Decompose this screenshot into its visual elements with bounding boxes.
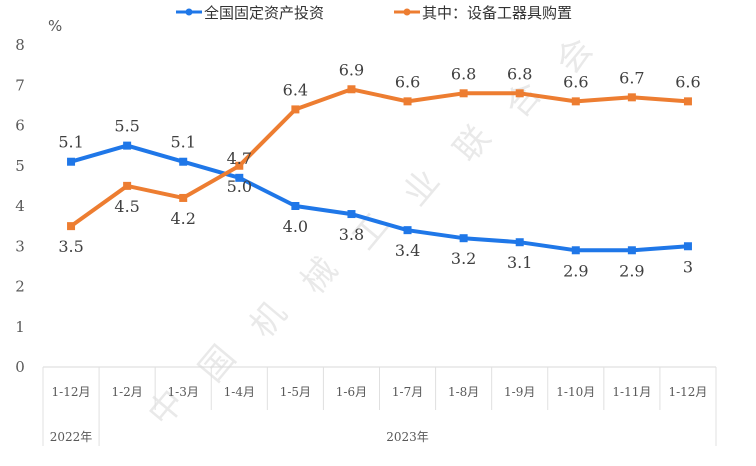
data-point xyxy=(571,246,580,255)
x-tick-label: 1-6月 xyxy=(336,385,367,399)
data-point xyxy=(291,105,300,114)
data-label: 5.5 xyxy=(114,117,139,136)
x-tick-label: 1-7月 xyxy=(392,385,423,399)
y-tick-label: 0 xyxy=(15,358,25,376)
x-group-label: 2023年 xyxy=(386,430,429,444)
data-point xyxy=(67,157,76,166)
data-point xyxy=(683,242,692,251)
x-tick-label: 1-9月 xyxy=(504,385,535,399)
legend-marker-2 xyxy=(403,8,411,16)
data-label: 2.9 xyxy=(619,261,644,280)
watermark-char: 国 xyxy=(191,338,243,390)
data-labels: 5.1 5.5 5.1 4.7 4.0 3.8 3.4 3.2 3.1 2.9 2.9 3 3.5 4.5… xyxy=(58,60,700,280)
data-label: 3.4 xyxy=(395,241,420,260)
data-point xyxy=(403,226,412,235)
y-tick-label: 2 xyxy=(15,278,25,296)
legend-label-2: 其中：设备工器具购置 xyxy=(422,4,572,22)
data-point xyxy=(515,89,524,98)
data-point xyxy=(459,89,468,98)
data-point xyxy=(179,193,188,202)
data-label: 5.1 xyxy=(58,133,83,152)
legend-label-1: 全国固定资产投资 xyxy=(204,4,324,22)
y-tick-label: 6 xyxy=(15,117,25,135)
y-axis-unit: % xyxy=(48,17,62,35)
data-point xyxy=(179,157,188,166)
data-label: 6.8 xyxy=(507,64,532,83)
watermark-char: 业 xyxy=(395,162,447,214)
legend: 全国固定资产投资 其中：设备工器具购置 xyxy=(176,4,572,22)
data-label: 6.4 xyxy=(283,80,308,99)
series-line-1 xyxy=(69,143,690,253)
data-label: 3.5 xyxy=(58,237,83,256)
data-label: 3.2 xyxy=(451,249,476,268)
x-group-label: 2022年 xyxy=(50,430,93,444)
x-tick-label: 1-2月 xyxy=(111,385,142,399)
data-label: 3 xyxy=(683,257,693,276)
data-label: 6.6 xyxy=(563,72,588,91)
data-point xyxy=(627,246,636,255)
data-point xyxy=(291,202,300,210)
data-point xyxy=(515,238,524,247)
data-point xyxy=(235,173,244,182)
data-point xyxy=(403,97,412,106)
y-tick-label: 4 xyxy=(15,197,25,215)
data-point xyxy=(347,85,356,94)
data-label: 3.8 xyxy=(339,225,364,244)
data-point xyxy=(347,210,356,219)
x-tick-label: 1-12月 xyxy=(668,385,707,399)
legend-marker-1 xyxy=(185,8,193,16)
watermark-char: 机 xyxy=(242,294,294,346)
data-point xyxy=(459,234,468,243)
data-label: 6.8 xyxy=(451,64,476,83)
data-point xyxy=(571,97,580,106)
data-point xyxy=(235,161,244,170)
data-label: 4.2 xyxy=(170,209,195,228)
x-tick-label: 1-10月 xyxy=(556,385,595,399)
watermark-char: 联 xyxy=(446,118,498,170)
y-tick-label: 1 xyxy=(15,318,25,336)
x-tick-label: 1-3月 xyxy=(168,385,199,399)
y-tick-label: 7 xyxy=(15,76,25,94)
data-label: 6.9 xyxy=(339,60,364,79)
data-label: 5.1 xyxy=(170,133,195,152)
x-axis: 1-12月 1-2月 1-3月 1-4月 1-5月 1-6月 1-7月 1-8月 1-9月 1-1… xyxy=(42,366,717,446)
series-layer xyxy=(67,85,692,255)
x-tick-label: 1-11月 xyxy=(612,385,651,399)
x-tick-label: 1-12月 xyxy=(52,385,91,399)
data-point xyxy=(123,181,132,190)
data-label: 4.5 xyxy=(114,197,139,216)
data-label: 4.7 xyxy=(227,149,252,168)
y-tick-label: 8 xyxy=(15,36,25,54)
data-label: 4.0 xyxy=(283,217,308,236)
data-label: 6.6 xyxy=(675,72,700,91)
data-label: 6.7 xyxy=(619,68,644,87)
x-tick-label: 1-8月 xyxy=(448,385,479,399)
watermark-char: 械 xyxy=(293,250,345,302)
y-tick-label: 5 xyxy=(15,157,25,175)
data-point xyxy=(683,97,692,106)
y-tick-label: 3 xyxy=(15,237,25,255)
data-label: 5.0 xyxy=(227,177,252,196)
data-point xyxy=(67,222,76,231)
series-line-2 xyxy=(69,87,690,229)
data-point xyxy=(123,141,132,150)
x-tick-label: 1-5月 xyxy=(280,385,311,399)
data-label: 3.1 xyxy=(507,253,532,272)
x-tick-label: 1-4月 xyxy=(224,385,255,399)
data-point xyxy=(627,93,636,102)
data-label: 6.6 xyxy=(395,72,420,91)
y-axis: 0 1 2 3 4 5 6 7 8 xyxy=(15,36,25,376)
data-label: 2.9 xyxy=(563,261,588,280)
